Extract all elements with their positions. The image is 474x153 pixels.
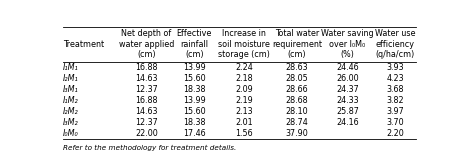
Text: 12.37: 12.37 — [135, 85, 158, 94]
Text: 3.97: 3.97 — [386, 107, 404, 116]
Text: 12.37: 12.37 — [135, 118, 158, 127]
Text: 24.46: 24.46 — [337, 63, 359, 72]
Text: 15.60: 15.60 — [183, 107, 206, 116]
Text: 24.16: 24.16 — [337, 118, 359, 127]
Text: 14.63: 14.63 — [135, 107, 158, 116]
Text: 2.01: 2.01 — [235, 118, 253, 127]
Text: I₂M₂: I₂M₂ — [63, 107, 79, 116]
Text: 28.05: 28.05 — [286, 74, 309, 83]
Text: 1.56: 1.56 — [235, 129, 253, 138]
Text: 13.99: 13.99 — [183, 96, 206, 105]
Text: 2.19: 2.19 — [235, 96, 253, 105]
Text: 37.90: 37.90 — [286, 129, 309, 138]
Text: Treatment: Treatment — [63, 40, 104, 49]
Text: 28.68: 28.68 — [286, 96, 309, 105]
Text: 22.00: 22.00 — [135, 129, 158, 138]
Text: I₁M₂: I₁M₂ — [63, 96, 79, 105]
Text: Refer to the methodology for treatment details.: Refer to the methodology for treatment d… — [63, 145, 236, 151]
Text: 2.13: 2.13 — [235, 107, 253, 116]
Text: 2.24: 2.24 — [235, 63, 253, 72]
Text: I₀M₀: I₀M₀ — [63, 129, 79, 138]
Text: 3.70: 3.70 — [387, 118, 404, 127]
Text: 18.38: 18.38 — [183, 118, 206, 127]
Text: 14.63: 14.63 — [135, 74, 158, 83]
Text: 2.09: 2.09 — [235, 85, 253, 94]
Text: 28.63: 28.63 — [286, 63, 309, 72]
Text: I₃M₁: I₃M₁ — [63, 85, 79, 94]
Text: 15.60: 15.60 — [183, 74, 206, 83]
Text: Effective
rainfall
(cm): Effective rainfall (cm) — [176, 29, 212, 59]
Text: Total water
requirement
(cm): Total water requirement (cm) — [272, 29, 322, 59]
Text: 16.88: 16.88 — [135, 96, 158, 105]
Text: Water saving
over I₀M₀
(%): Water saving over I₀M₀ (%) — [321, 29, 374, 59]
Text: 17.46: 17.46 — [183, 129, 206, 138]
Text: 3.93: 3.93 — [387, 63, 404, 72]
Text: Net depth of
water applied
(cm): Net depth of water applied (cm) — [119, 29, 174, 59]
Text: 4.23: 4.23 — [387, 74, 404, 83]
Text: 13.99: 13.99 — [183, 63, 206, 72]
Text: 2.20: 2.20 — [386, 129, 404, 138]
Text: 26.00: 26.00 — [337, 74, 359, 83]
Text: 24.37: 24.37 — [336, 85, 359, 94]
Text: 3.82: 3.82 — [387, 96, 404, 105]
Text: 3.68: 3.68 — [387, 85, 404, 94]
Text: I₂M₁: I₂M₁ — [63, 74, 79, 83]
Text: Water use
efficiency
(q/ha/cm): Water use efficiency (q/ha/cm) — [375, 29, 416, 59]
Text: 24.33: 24.33 — [337, 96, 359, 105]
Text: 16.88: 16.88 — [135, 63, 158, 72]
Text: I₁M₁: I₁M₁ — [63, 63, 79, 72]
Text: 18.38: 18.38 — [183, 85, 206, 94]
Text: Increase in
soil moisture
storage (cm): Increase in soil moisture storage (cm) — [218, 29, 270, 59]
Text: 28.74: 28.74 — [286, 118, 309, 127]
Text: I₃M₂: I₃M₂ — [63, 118, 79, 127]
Text: 28.66: 28.66 — [286, 85, 309, 94]
Text: 28.10: 28.10 — [286, 107, 309, 116]
Text: 25.87: 25.87 — [336, 107, 359, 116]
Text: 2.18: 2.18 — [235, 74, 253, 83]
